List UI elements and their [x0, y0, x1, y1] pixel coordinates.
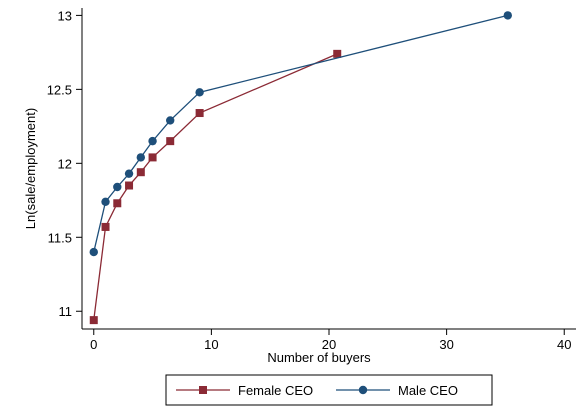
data-point-circle [113, 182, 122, 192]
x-tick-label: 0 [90, 337, 97, 352]
data-point-circle [503, 11, 512, 20]
x-tick-label: 40 [557, 337, 571, 352]
series-female-ceo [89, 49, 342, 325]
data-point-circle [195, 88, 204, 97]
data-point-square [101, 222, 110, 231]
data-point-circle [101, 197, 110, 206]
y-tick-label: 13 [58, 8, 72, 23]
data-point-square [125, 181, 134, 190]
y-axis-title: Ln(sale/employment) [23, 108, 38, 229]
y-tick-label: 12 [58, 156, 72, 171]
legend-label: Female CEO [238, 383, 313, 398]
data-point-circle [148, 136, 157, 146]
data-point-square [113, 199, 122, 208]
x-tick-label: 20 [322, 337, 336, 352]
data-point-square [148, 153, 157, 162]
y-ticks: 11 11.5 12 12.5 13 [47, 8, 82, 319]
data-point-circle [166, 116, 175, 125]
y-tick-label: 11.5 [48, 230, 72, 245]
legend-item-male-ceo: Male CEO [336, 383, 458, 398]
data-point-circle [136, 153, 146, 162]
legend-label: Male CEO [398, 383, 458, 398]
x-tick-label: 10 [204, 337, 218, 352]
x-axis-title: Number of buyers [267, 350, 371, 365]
legend: Female CEO Male CEO [165, 374, 493, 406]
data-point-square [89, 316, 98, 325]
legend-marker-square [199, 386, 207, 394]
x-tick-label: 30 [439, 337, 453, 352]
y-tick-label: 11 [59, 304, 73, 319]
data-point-square [333, 49, 342, 58]
legend-items: Female CEO Male CEO [176, 383, 458, 398]
data-point-square [166, 137, 175, 146]
data-point-square [195, 109, 204, 118]
data-point-square [136, 168, 145, 177]
series-male-ceo [89, 11, 512, 257]
axes: 11 11.5 12 12.5 13 0 10 20 30 40 [47, 8, 576, 352]
y-tick-label: 12.5 [47, 82, 72, 97]
data-point-circle [124, 169, 134, 178]
x-ticks: 0 10 20 30 40 [90, 329, 571, 352]
legend-item-female-ceo: Female CEO [176, 383, 313, 398]
series-layer [89, 11, 512, 325]
data-point-circle [89, 247, 98, 257]
legend-marker-circle [358, 385, 368, 395]
